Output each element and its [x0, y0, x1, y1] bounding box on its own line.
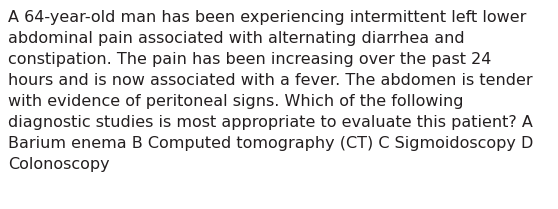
Text: A 64-year-old man has been experiencing intermittent left lower
abdominal pain a: A 64-year-old man has been experiencing …: [8, 10, 534, 172]
